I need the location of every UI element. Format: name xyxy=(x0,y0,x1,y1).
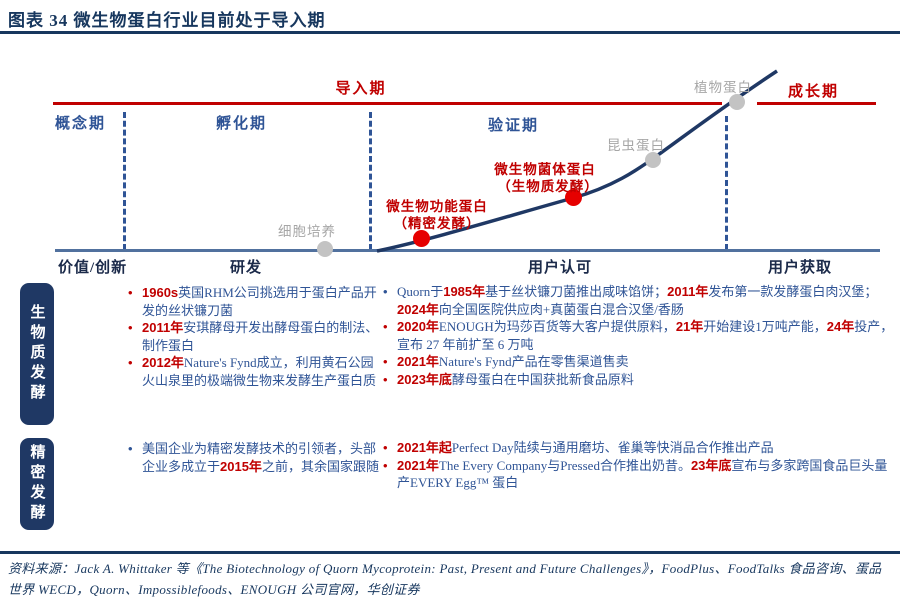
figure-title: 图表 34 微生物蛋白行业目前处于导入期 xyxy=(8,11,326,30)
bullet-text: 1960s英国RHM公司挑选用于蛋白产品开发的丝状镰刀菌 xyxy=(142,285,377,318)
axis-value-innovation: 价值/创新 xyxy=(58,260,128,276)
sidebar-precision-fermentation: 精密发酵 xyxy=(20,438,54,530)
sidebar-biomass-fermentation: 生物质发酵 xyxy=(20,283,54,425)
point-plant-protein xyxy=(729,94,745,110)
label-plant-protein: 植物蛋白 xyxy=(694,80,752,95)
point-functional-protein xyxy=(413,230,430,247)
bullet-marker: • xyxy=(383,354,388,369)
precision-left-bullet-list: • 美国企业为精密发酵技术的引领者，头部企业多成立于2015年之前，其余国家跟随 xyxy=(128,440,384,475)
bullet-marker: • xyxy=(128,441,133,456)
biomass-right-bullet-list: • Quorn于1985年基于丝状镰刀菌推出咸味馅饼；2011年发布第一款发酵蛋白… xyxy=(383,283,895,388)
axis-rd: 研发 xyxy=(230,260,263,276)
bullet-item: • 1960s英国RHM公司挑选用于蛋白产品开发的丝状镰刀菌 xyxy=(128,284,384,319)
bullet-marker: • xyxy=(383,457,388,473)
bullet-marker: • xyxy=(128,320,133,335)
point-insect-protein xyxy=(645,152,661,168)
bullet-marker: • xyxy=(383,371,388,387)
biomass-left-bullet-list: • 1960s英国RHM公司挑选用于蛋白产品开发的丝状镰刀菌 • 2011年安琪酵母开… xyxy=(128,284,384,389)
bullet-text: 2021年起Perfect Day陆续与通用磨坊、雀巢等快消品合作推出产品 xyxy=(397,440,774,455)
bullet-text: 2021年The Every Company与Pressed合作推出奶昔。23年… xyxy=(397,457,888,491)
source-note: 资料来源：Jack A. Whittaker 等《The Biotechnolo… xyxy=(8,561,882,597)
bullet-item: • Quorn于1985年基于丝状镰刀菌推出咸味馅饼；2011年发布第一款发酵蛋白… xyxy=(383,283,895,318)
bullet-marker: • xyxy=(383,440,388,455)
stage-incubation: 孵化期 xyxy=(216,116,268,132)
bullet-item: • 2020年ENOUGH为玛莎百货等大客户提供原料，21年开始建设1万吨产能，2… xyxy=(383,318,895,353)
footer-divider xyxy=(0,551,900,554)
bullet-marker: • xyxy=(128,355,133,370)
bullet-item: • 2012年Nature's Fynd成立，利用黄石公园火山泉里的极端微生物来发… xyxy=(128,354,384,389)
sidebar-biomass-label: 生物质发酵 xyxy=(28,304,45,404)
stage-divider-2 xyxy=(369,112,372,250)
label-cell-culture: 细胞培养 xyxy=(278,224,336,239)
bullet-item: • 2023年底酵母蛋白在中国获批新食品原料 xyxy=(383,371,895,389)
bullet-item: • 2011年安琪酵母开发出酵母蛋白的制法、制作蛋白 xyxy=(128,319,384,354)
bullet-text: 2021年Nature's Fynd产品在零售渠道售卖 xyxy=(397,354,629,369)
label-functional-protein: 微生物功能蛋白 xyxy=(386,199,488,214)
axis-user-recognition: 用户认可 xyxy=(528,260,593,276)
stage-introduction: 导入期 xyxy=(335,81,387,97)
label-biomass-protein: 微生物菌体蛋白 xyxy=(494,162,596,177)
point-cell-culture xyxy=(317,241,333,257)
bullet-text: 2020年ENOUGH为玛莎百货等大客户提供原料，21年开始建设1万吨产能，24… xyxy=(397,319,894,352)
title-divider xyxy=(0,31,900,34)
point-biomass-protein xyxy=(565,189,582,206)
bullet-marker: • xyxy=(383,284,388,299)
label-functional-protein-sub: （精密发酵） xyxy=(393,216,481,231)
stage-validation: 验证期 xyxy=(488,118,540,134)
axis-user-acquisition: 用户获取 xyxy=(768,260,833,276)
bullet-marker: • xyxy=(128,285,133,300)
bullet-text: 2012年Nature's Fynd成立，利用黄石公园火山泉里的极端微生物来发酵… xyxy=(142,355,377,388)
precision-right-bullet-list: • 2021年起Perfect Day陆续与通用磨坊、雀巢等快消品合作推出产品 • 2… xyxy=(383,439,895,492)
sidebar-precision-label: 精密发酵 xyxy=(28,444,45,524)
bullet-text: Quorn于1985年基于丝状镰刀菌推出咸味馅饼；2011年发布第一款发酵蛋白肉… xyxy=(397,284,878,317)
lifecycle-chart: 导入期 成长期 概念期 孵化期 验证期 细胞培养 微生物功能蛋白 （精密发酵） … xyxy=(0,60,900,276)
bullet-item: • 2021年The Every Company与Pressed合作推出奶昔。23… xyxy=(383,457,895,492)
stage-divider-3 xyxy=(725,116,728,250)
bullet-marker: • xyxy=(383,319,388,334)
s-curve xyxy=(376,69,778,253)
growth-stage-line xyxy=(757,102,876,105)
bullet-item: • 美国企业为精密发酵技术的引领者，头部企业多成立于2015年之前，其余国家跟随 xyxy=(128,440,384,475)
stage-concept: 概念期 xyxy=(55,116,107,132)
stage-growth: 成长期 xyxy=(788,84,840,100)
stage-divider-1 xyxy=(123,112,126,250)
introduction-stage-line xyxy=(53,102,722,105)
bullet-text: 2011年安琪酵母开发出酵母蛋白的制法、制作蛋白 xyxy=(142,320,379,353)
bullet-text: 2023年底酵母蛋白在中国获批新食品原料 xyxy=(397,371,634,387)
bullet-text: 美国企业为精密发酵技术的引领者，头部企业多成立于2015年之前，其余国家跟随 xyxy=(142,441,379,474)
label-biomass-protein-sub: （生物质发酵） xyxy=(497,179,599,194)
label-insect-protein: 昆虫蛋白 xyxy=(607,138,665,153)
bullet-item: • 2021年起Perfect Day陆续与通用磨坊、雀巢等快消品合作推出产品 xyxy=(383,439,895,457)
x-axis-line xyxy=(55,249,880,252)
bullet-item: • 2021年Nature's Fynd产品在零售渠道售卖 xyxy=(383,353,895,371)
